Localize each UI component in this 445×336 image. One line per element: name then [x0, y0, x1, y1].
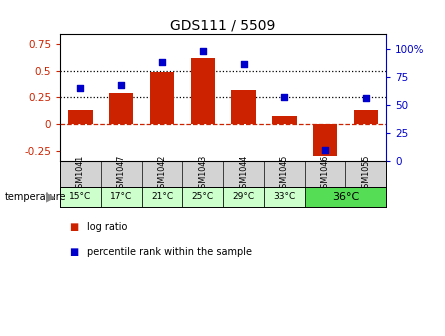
Bar: [190, 58, 215, 124]
Bar: [231, 90, 256, 124]
Bar: [68, 110, 93, 124]
Bar: [223, 187, 264, 207]
Point: [117, 82, 125, 87]
Text: GSM1046: GSM1046: [320, 155, 330, 193]
Text: ▶: ▶: [46, 190, 56, 203]
Bar: [150, 72, 174, 124]
Text: 17°C: 17°C: [110, 192, 132, 201]
Text: 21°C: 21°C: [151, 192, 173, 201]
Text: GSM1047: GSM1047: [117, 155, 126, 193]
Text: temperature: temperature: [4, 192, 66, 202]
Point: [322, 148, 329, 153]
Text: GSM1044: GSM1044: [239, 155, 248, 193]
Bar: [109, 93, 134, 124]
Bar: [264, 187, 305, 207]
Point: [362, 95, 369, 101]
Text: ■: ■: [69, 222, 78, 232]
Point: [77, 85, 84, 91]
Text: ■: ■: [69, 247, 78, 257]
Bar: [272, 116, 296, 124]
Point: [199, 48, 206, 53]
Text: GSM1043: GSM1043: [198, 155, 207, 193]
Point: [281, 94, 288, 100]
Text: log ratio: log ratio: [87, 222, 127, 232]
Text: percentile rank within the sample: percentile rank within the sample: [87, 247, 252, 257]
Text: 25°C: 25°C: [192, 192, 214, 201]
Bar: [354, 110, 378, 124]
Bar: [182, 187, 223, 207]
Text: 15°C: 15°C: [69, 192, 92, 201]
Text: GSM1055: GSM1055: [361, 155, 370, 194]
Bar: [313, 124, 337, 156]
Text: GSM1045: GSM1045: [280, 155, 289, 193]
Point: [158, 59, 166, 65]
Bar: [101, 187, 142, 207]
Text: 29°C: 29°C: [232, 192, 255, 201]
Text: GSM1041: GSM1041: [76, 155, 85, 193]
Text: GSM1042: GSM1042: [158, 155, 166, 193]
Title: GDS111 / 5509: GDS111 / 5509: [170, 18, 276, 33]
Bar: [60, 187, 101, 207]
Text: 33°C: 33°C: [273, 192, 295, 201]
Text: 36°C: 36°C: [332, 192, 359, 202]
Point: [240, 62, 247, 67]
Bar: [142, 187, 182, 207]
Bar: [305, 187, 386, 207]
